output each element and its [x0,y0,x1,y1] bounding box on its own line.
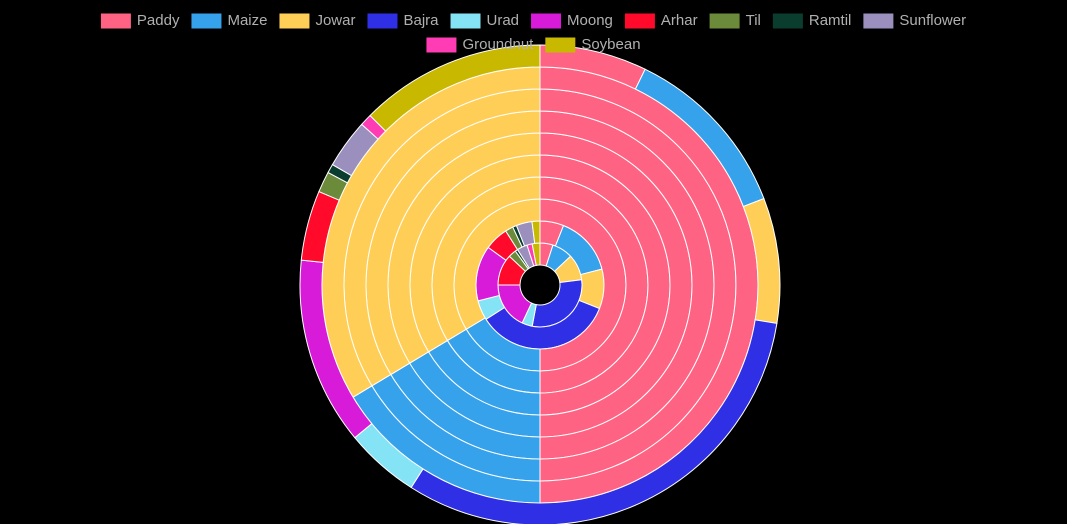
rings [299,44,781,524]
legend-item: Jowar [279,12,355,29]
legend-swatch [531,13,562,29]
legend-swatch [863,13,894,29]
legend-label: Urad [487,12,520,29]
legend-swatch [367,13,398,29]
legend-label: Ramtil [809,12,852,29]
legend-item: Paddy [100,12,180,29]
legend-item: Bajra [367,12,439,29]
legend-item: Moong [531,12,613,29]
legend-label: Sunflower [899,12,966,29]
legend-swatch [191,13,222,29]
legend-label: Paddy [137,12,180,29]
legend-item: Sunflower [863,12,966,29]
legend-swatch [709,13,740,29]
legend-item: Arhar [624,12,698,29]
legend-item: Ramtil [772,12,852,29]
ring-segment [369,44,541,132]
legend-label: Bajra [403,12,439,29]
legend-label: Moong [567,12,613,29]
legend-label: Maize [227,12,267,29]
legend-item: Soybean [545,36,641,53]
legend-swatch [772,13,803,29]
legend-label: Til [746,12,761,29]
legend-swatch [450,13,481,29]
legend-label: Soybean [581,36,640,53]
legend-item: Maize [191,12,267,29]
legend-swatch [279,13,310,29]
legend-item: Til [709,12,761,29]
legend-label: Jowar [315,12,355,29]
legend-swatch [624,13,655,29]
legend-label: Groundnut [462,36,534,53]
legend-label: Arhar [661,12,698,29]
legend-item: Groundnut [426,36,534,53]
legend-item: Urad [450,12,520,29]
legend-swatch [100,13,131,29]
legend-swatch [545,37,576,53]
legend-swatch [426,37,457,53]
legend: Paddy Maize Jowar Bajra Urad Moong Arhar Til Ram… [100,12,966,53]
